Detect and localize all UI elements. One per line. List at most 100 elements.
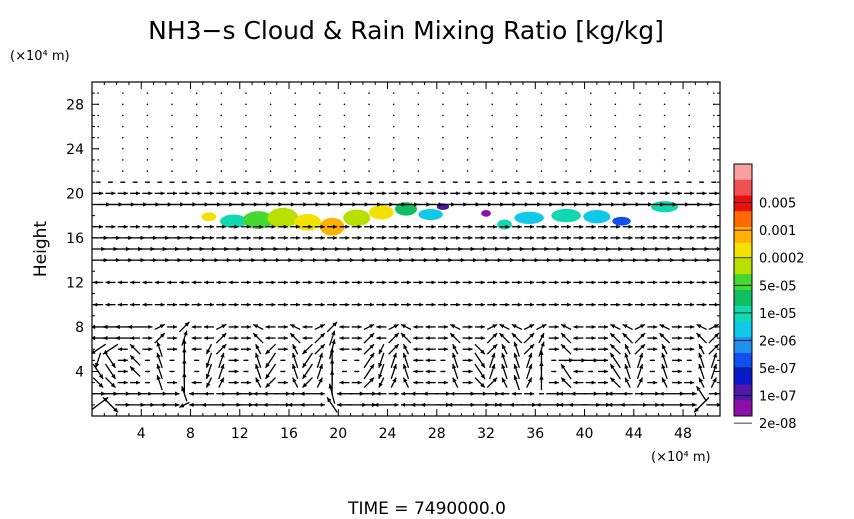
wind-arrow-head	[505, 191, 510, 196]
wind-arrow-head	[554, 336, 559, 341]
wind-dot	[589, 170, 592, 172]
colorbar-swatch	[734, 290, 752, 307]
wind-arrow-head	[468, 280, 473, 285]
wind-dot	[639, 159, 641, 161]
wind-arrow-head	[127, 324, 133, 330]
wind-arrow-head	[501, 352, 506, 358]
wind-arrow-head	[712, 352, 717, 358]
wind-arrow-head	[130, 366, 135, 372]
wind-dot	[368, 148, 370, 150]
wind-dot	[442, 114, 444, 117]
wind-arrow-head	[172, 324, 178, 329]
wind-arrow-head	[468, 302, 473, 307]
wind-arrow-head	[410, 391, 416, 396]
wind-arrow-head	[699, 377, 703, 383]
wind-arrow-head	[513, 341, 518, 347]
wind-dot	[417, 148, 420, 150]
wind-dot	[146, 92, 149, 94]
wind-arrow-head	[160, 333, 165, 338]
wind-dot	[343, 125, 346, 128]
wind-dot	[614, 159, 617, 161]
wind-arrow-head	[610, 352, 615, 358]
wind-arrow-head	[253, 324, 259, 329]
wind-arrow-head	[610, 377, 616, 383]
wind-arrow-head	[468, 358, 473, 363]
wind-arrow-head	[528, 352, 533, 358]
wind-arrow-head	[554, 302, 559, 307]
wind-dot	[319, 103, 321, 106]
cloud-cell	[418, 208, 443, 221]
wind-arrow-head	[394, 302, 399, 307]
wind-arrow-head	[357, 191, 362, 196]
wind-arrow-head	[456, 224, 461, 229]
wind-arrow-head	[468, 336, 473, 341]
wind-arrow-head	[123, 224, 128, 229]
wind-dot	[245, 103, 247, 106]
wind-arrow-head	[554, 359, 557, 362]
wind-arrow-head	[370, 302, 375, 307]
wind-arrow-head	[554, 380, 559, 385]
wind-arrow-head	[148, 391, 153, 396]
wind-dot	[171, 136, 173, 139]
cloud-cell	[551, 208, 581, 223]
wind-arrow-head	[517, 181, 520, 184]
wind-dot	[294, 136, 296, 139]
colorbar-label: 0.001	[759, 224, 796, 239]
wind-arrow-head	[665, 191, 670, 196]
wind-dot	[540, 125, 543, 128]
wind-arrow-head	[147, 381, 150, 384]
wind-dot	[319, 92, 321, 94]
wind-arrow-head	[443, 347, 448, 352]
wind-dot	[220, 159, 223, 161]
wind-arrow-head	[320, 191, 325, 196]
wind-arrow-head	[591, 380, 596, 385]
wind-dot	[442, 92, 444, 94]
wind-arrow-head	[431, 302, 436, 307]
wind-arrow-head	[259, 302, 264, 307]
wind-arrow-head	[403, 377, 408, 383]
wind-arrow-head	[246, 370, 249, 373]
wind-arrow-head	[376, 324, 381, 329]
wind-arrow-head	[201, 402, 206, 408]
wind-arrow-head	[628, 235, 633, 240]
wind-arrow-head	[406, 280, 411, 285]
wind-arrow-head	[573, 347, 578, 352]
wind-arrow-head	[191, 280, 196, 285]
wind-dot	[121, 114, 124, 117]
wind-arrow-head	[130, 344, 135, 349]
wind-arrow-head	[413, 358, 418, 363]
wind-arrow-head	[259, 191, 264, 196]
wind-dot	[713, 170, 715, 172]
wind-dot	[392, 125, 395, 128]
wind-arrow-head	[517, 191, 522, 196]
wind-arrow-head	[203, 324, 209, 329]
wind-arrow-head	[222, 235, 227, 240]
wind-arrow-head	[578, 181, 581, 184]
wind-arrow-head	[480, 382, 485, 388]
wind-dot	[516, 125, 518, 128]
wind-arrow-head	[530, 391, 535, 396]
wind-arrow-head	[283, 380, 288, 385]
wind-arrow-head	[702, 302, 707, 307]
wind-arrow-head	[579, 302, 584, 307]
wind-dot	[368, 125, 370, 128]
wind-arrow-head	[536, 402, 541, 407]
wind-dot	[442, 159, 444, 161]
wind-arrow-head	[290, 324, 296, 329]
wind-arrow-head	[219, 377, 224, 383]
cloud-cell	[481, 210, 491, 217]
wind-dot	[688, 114, 691, 117]
wind-arrow-head	[295, 181, 298, 184]
cloud-cell	[583, 210, 611, 224]
wind-arrow-head	[561, 377, 566, 383]
colorbar-label: 2e-06	[759, 334, 797, 349]
wind-arrow-head	[401, 391, 406, 396]
wind-dot	[417, 159, 420, 161]
wind-dot	[319, 114, 321, 117]
colorbar-label: 5e-05	[759, 279, 797, 294]
wind-arrow-head	[179, 280, 184, 285]
wind-arrow-head	[690, 224, 695, 229]
wind-arrow-head	[271, 191, 276, 196]
wind-arrow-head	[369, 352, 375, 358]
wind-arrow-head	[148, 347, 153, 352]
